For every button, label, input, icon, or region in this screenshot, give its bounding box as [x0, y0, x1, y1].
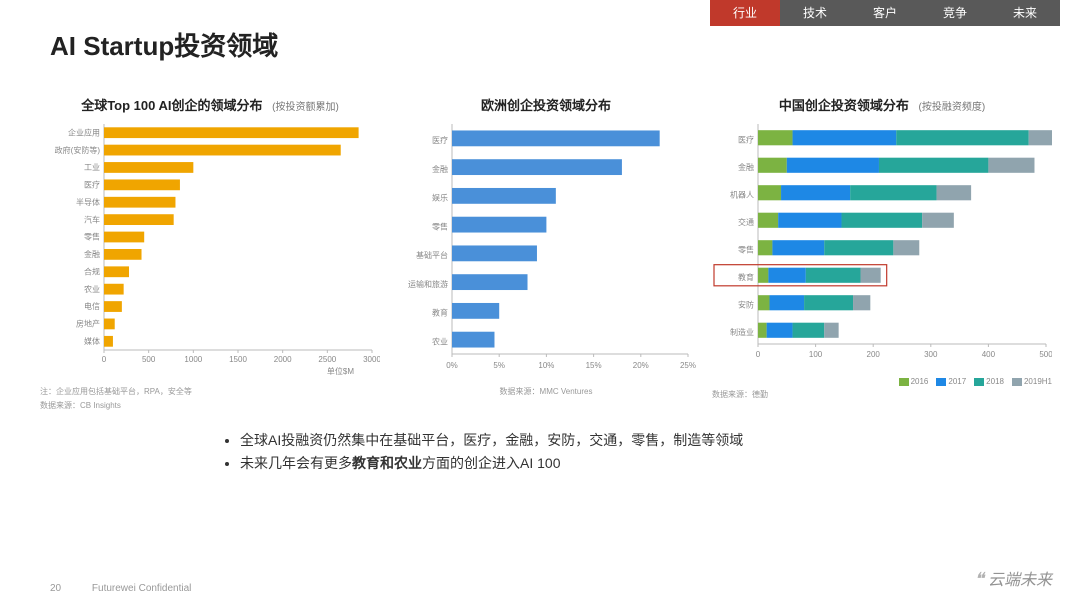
legend-swatch-2018	[974, 378, 984, 386]
svg-text:金融: 金融	[738, 162, 754, 172]
svg-text:医疗: 医疗	[738, 134, 754, 144]
bullet-2-post: 方面的创企进入AI 100	[422, 455, 560, 471]
chart1-title-main: 全球Top 100 AI创企的领域分布	[81, 98, 262, 113]
svg-text:2500: 2500	[318, 355, 336, 364]
chart1-panel: 全球Top 100 AI创企的领域分布 (按投资额累加) 0 500 1000 150…	[40, 95, 380, 412]
chart3-legend: 2016 2017 2018 2019H1	[712, 377, 1052, 386]
svg-text:媒体: 媒体	[84, 336, 100, 346]
legend-swatch-2019H1	[1012, 378, 1022, 386]
nav-tab-2[interactable]: 客户	[850, 0, 920, 26]
chart1-footnote1: 注：企业应用包括基础平台，RPA，安全等	[40, 387, 380, 397]
bullet-2-bold: 教育和农业	[352, 455, 422, 471]
svg-text:10%: 10%	[538, 361, 554, 370]
nav-tab-1[interactable]: 技术	[780, 0, 850, 26]
svg-text:电信: 电信	[84, 301, 100, 311]
page-title: AI Startup投资领域	[50, 26, 1040, 63]
svg-text:5%: 5%	[493, 361, 505, 370]
chart2-svg: 0% 5% 10% 15% 20% 25% 医疗金融娱乐零售基础平台运输和旅游教育农业	[396, 118, 696, 378]
bullet-2: 未来几年会有更多教育和农业方面的创企进入AI 100	[240, 453, 1040, 474]
chart2-title: 欧洲创企投资领域分布	[396, 95, 696, 114]
top-nav: 行业技术客户竞争未来	[710, 0, 1060, 26]
svg-text:3000: 3000	[363, 355, 380, 364]
svg-text:0%: 0%	[446, 361, 458, 370]
svg-text:医疗: 医疗	[432, 135, 448, 145]
svg-text:100: 100	[809, 350, 823, 359]
slide: 行业技术客户竞争未来 AI Startup投资领域 全球Top 100 AI创企…	[0, 0, 1080, 608]
chart3-svg: 0 100 200 300 400 500 医疗金融机器人交通零售教育安防制造业	[712, 118, 1052, 366]
svg-text:0: 0	[102, 355, 107, 364]
svg-text:500: 500	[1039, 350, 1052, 359]
svg-text:企业应用: 企业应用	[68, 127, 100, 137]
watermark-text: 云端未来	[988, 572, 1052, 589]
svg-text:运输和旅游: 运输和旅游	[408, 279, 448, 289]
chart2-footnote: 数据来源：MMC Ventures	[396, 387, 696, 397]
charts-row: 全球Top 100 AI创企的领域分布 (按投资额累加) 05001000150…	[40, 95, 1040, 412]
chart3-title: 中国创企投资领域分布 (按投融资频度)	[712, 95, 1052, 114]
chart1-subtitle: (按投资额累加)	[272, 102, 339, 113]
bullet-2-pre: 未来几年会有更多	[240, 455, 352, 471]
chart1-footnote2: 数据来源：CB Insights	[40, 401, 380, 411]
chart3-title-main: 中国创企投资领域分布	[779, 98, 909, 113]
svg-text:1000: 1000	[184, 355, 202, 364]
chart2-title-main: 欧洲创企投资领域分布	[481, 98, 611, 113]
svg-text:合规: 合规	[84, 266, 100, 276]
svg-text:安防: 安防	[738, 299, 754, 309]
svg-text:金融: 金融	[432, 164, 448, 174]
chart3-panel: 中国创企投资领域分布 (按投融资频度) 0 100 200 300 400 500 医疗金融…	[712, 95, 1052, 412]
svg-text:制造业: 制造业	[730, 327, 754, 337]
svg-text:教育: 教育	[738, 272, 754, 282]
svg-text:农业: 农业	[84, 284, 100, 294]
legend-label-2017: 2017	[948, 377, 966, 386]
legend-label-2016: 2016	[911, 377, 929, 386]
svg-text:0: 0	[756, 350, 761, 359]
svg-text:25%: 25%	[680, 361, 696, 370]
chart1-svg: 0 500 1000 1500 2000 2500 3000 单位$M 企业应用政府(安防等) 工…	[40, 118, 380, 378]
svg-text:半导体: 半导体	[76, 197, 100, 207]
bullets: 全球AI投融资仍然集中在基础平台，医疗，金融，安防，交通，零售，制造等领域 未来…	[40, 430, 1040, 474]
bullet-1: 全球AI投融资仍然集中在基础平台，医疗，金融，安防，交通，零售，制造等领域	[240, 430, 1040, 451]
wechat-icon: ❝	[974, 569, 984, 589]
svg-text:交通: 交通	[738, 217, 754, 227]
chart1-title: 全球Top 100 AI创企的领域分布 (按投资额累加)	[40, 95, 380, 114]
svg-text:教育: 教育	[432, 308, 448, 318]
svg-text:政府(安防等): 政府(安防等)	[55, 145, 101, 155]
svg-text:金融: 金融	[84, 249, 100, 259]
svg-text:机器人: 机器人	[730, 189, 754, 199]
svg-text:20%: 20%	[633, 361, 649, 370]
nav-tab-4[interactable]: 未来	[990, 0, 1060, 26]
svg-text:单位$M: 单位$M	[327, 366, 354, 376]
svg-text:300: 300	[924, 350, 938, 359]
nav-tab-3[interactable]: 竞争	[920, 0, 990, 26]
svg-text:400: 400	[982, 350, 996, 359]
bullet-1-text: 全球AI投融资仍然集中在基础平台，医疗，金融，安防，交通，零售，制造等领域	[240, 432, 743, 448]
svg-text:基础平台: 基础平台	[416, 250, 448, 260]
watermark: ❝云端未来	[974, 566, 1052, 590]
page-footer: 20 Futurewei Confidential	[50, 583, 191, 594]
legend-swatch-2017	[936, 378, 946, 386]
legend-label-2019H1: 2019H1	[1024, 377, 1052, 386]
svg-text:15%: 15%	[586, 361, 602, 370]
chart3-footnote: 数据来源：德勤	[712, 390, 1052, 400]
legend-swatch-2016	[899, 378, 909, 386]
svg-text:零售: 零售	[738, 244, 754, 254]
svg-text:零售: 零售	[84, 232, 100, 242]
svg-text:200: 200	[867, 350, 881, 359]
svg-text:1500: 1500	[229, 355, 247, 364]
confidential-text: Futurewei Confidential	[92, 583, 192, 594]
svg-text:500: 500	[142, 355, 156, 364]
svg-text:房地产: 房地产	[76, 319, 100, 329]
chart3-subtitle: (按投融资频度)	[918, 102, 985, 113]
nav-tab-0[interactable]: 行业	[710, 0, 780, 26]
svg-text:工业: 工业	[84, 162, 100, 172]
svg-text:2000: 2000	[274, 355, 292, 364]
svg-text:农业: 农业	[432, 336, 448, 346]
chart2-panel: 欧洲创企投资领域分布 0% 5% 10% 15% 20% 25% 医疗金融娱乐零售基础平台运…	[396, 95, 696, 412]
svg-text:医疗: 医疗	[84, 180, 100, 190]
svg-text:娱乐: 娱乐	[432, 193, 448, 203]
legend-label-2018: 2018	[986, 377, 1004, 386]
svg-text:汽车: 汽车	[84, 214, 100, 224]
page-number: 20	[50, 583, 61, 594]
svg-text:零售: 零售	[432, 221, 448, 231]
